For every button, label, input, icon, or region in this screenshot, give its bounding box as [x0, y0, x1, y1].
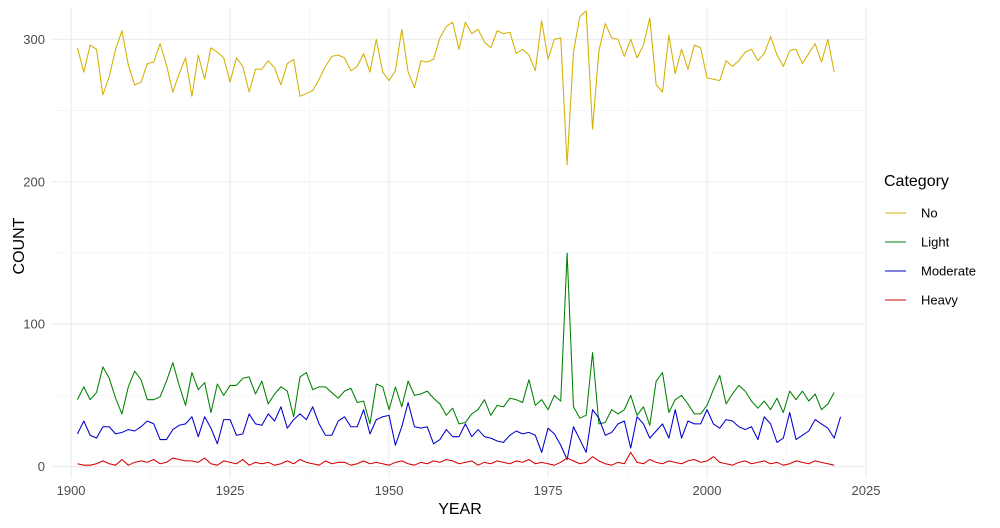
x-tick-label: 2000 [693, 483, 722, 498]
legend-label-moderate: Moderate [921, 264, 976, 279]
series-line-light [76, 252, 835, 426]
y-axis-tick-labels: 0 100 200 300 [23, 32, 45, 474]
grid-minor [52, 8, 866, 478]
y-tick-label: 300 [23, 32, 45, 47]
x-tick-label: 1925 [216, 483, 245, 498]
y-axis-title: COUNT [11, 217, 28, 274]
series-line-no [76, 10, 835, 166]
legend-label-light: Light [921, 235, 950, 250]
legend-items: No Light Moderate Heavy [885, 206, 976, 308]
y-tick-label: 200 [23, 174, 45, 189]
x-tick-label: 1975 [534, 483, 563, 498]
x-tick-label: 2025 [852, 483, 881, 498]
y-tick-label: 0 [38, 459, 45, 474]
x-tick-label: 1900 [57, 483, 86, 498]
legend: Category No Light Moderate Heavy [884, 173, 976, 308]
series-line-moderate [76, 401, 842, 461]
x-tick-label: 1950 [375, 483, 404, 498]
legend-label-heavy: Heavy [921, 293, 958, 308]
legend-item-no: No [885, 206, 938, 221]
legend-title: Category [884, 173, 949, 190]
y-tick-label: 100 [23, 317, 45, 332]
legend-item-heavy: Heavy [885, 293, 958, 308]
series-lines [76, 10, 842, 466]
grid-major [52, 8, 867, 478]
plot-panel [52, 8, 867, 478]
series-line-heavy [77, 451, 835, 466]
legend-item-moderate: Moderate [885, 264, 976, 279]
x-axis-tick-labels: 1900 1925 1950 1975 2000 2025 [57, 483, 881, 498]
legend-item-light: Light [885, 235, 950, 250]
x-axis-title: YEAR [438, 501, 482, 518]
legend-label-no: No [921, 206, 938, 221]
